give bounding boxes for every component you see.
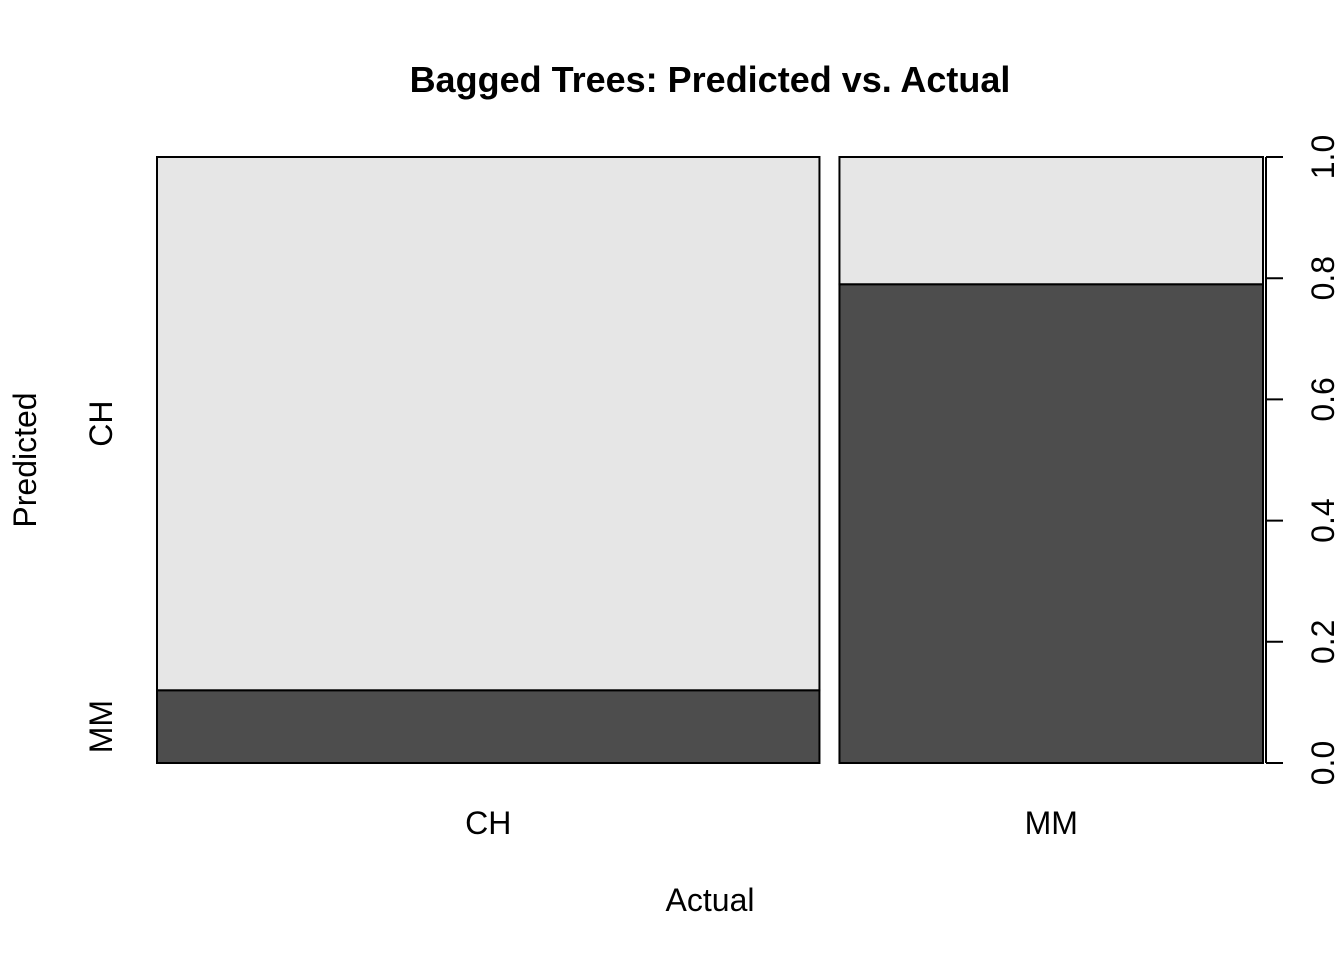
x-category-label: CH [465,805,511,841]
x-axis-label: Actual [666,882,755,918]
y-tick-label: 1.0 [1305,135,1341,179]
y-tick-label: 0.4 [1305,498,1341,542]
y-category-label: CH [83,401,119,447]
y-tick-label: 0.6 [1305,377,1341,421]
y-tick-label: 0.2 [1305,620,1341,664]
x-category-label: MM [1025,805,1078,841]
tile-mm-mm [838,283,1265,764]
x-category-labels: CH MM [465,805,1078,841]
y-tick-label: 0.8 [1305,256,1341,300]
y-axis-label: Predicted [7,392,43,527]
chart-title: Bagged Trees: Predicted vs. Actual [410,59,1011,100]
y-axis: 0.0 0.2 0.4 0.6 0.8 1.0 [1265,135,1341,785]
y-category-label: MM [83,700,119,753]
tile-ch-ch [156,156,821,692]
tile-ch-mm [156,689,821,765]
plot-area [156,156,1265,765]
tile-mm-ch [838,156,1265,286]
y-category-labels: MM CH [83,401,119,754]
y-tick-label: 0.0 [1305,741,1341,785]
